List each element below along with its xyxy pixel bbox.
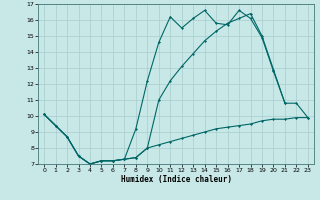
X-axis label: Humidex (Indice chaleur): Humidex (Indice chaleur) (121, 175, 231, 184)
